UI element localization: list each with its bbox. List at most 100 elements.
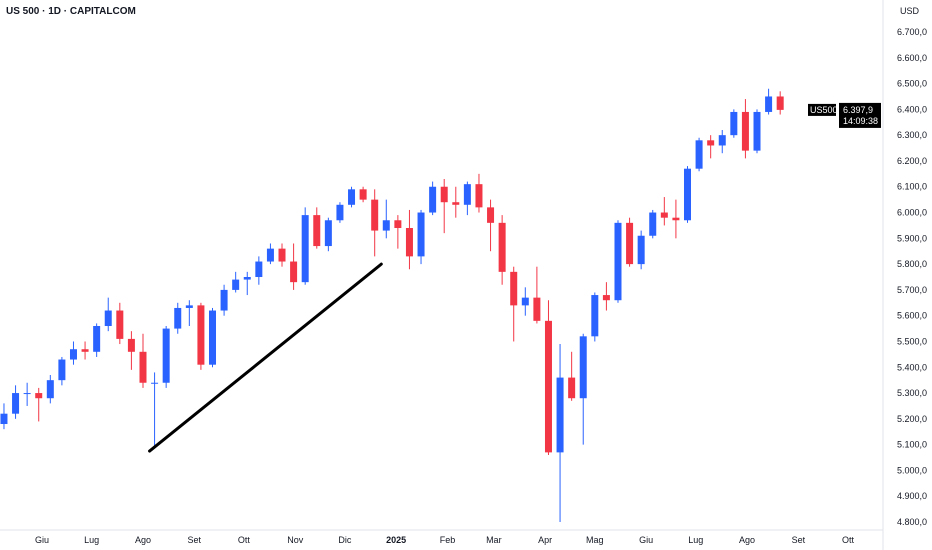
candle-body xyxy=(579,336,587,399)
candle-body xyxy=(730,111,738,136)
candle-body xyxy=(695,140,703,169)
candle-body xyxy=(220,289,228,311)
candle-body xyxy=(510,271,518,306)
candle-body xyxy=(487,207,495,223)
candle-body xyxy=(741,111,749,151)
y-tick-label: 5.400,0 xyxy=(897,362,927,372)
candle-body xyxy=(151,382,159,384)
candle-body xyxy=(0,413,8,425)
x-tick-label: Mar xyxy=(486,535,502,545)
candle-body xyxy=(46,380,54,399)
candle-body xyxy=(429,186,437,213)
candle-body xyxy=(672,217,680,221)
candle-body xyxy=(209,310,217,365)
candle-body xyxy=(626,222,634,265)
candle-body xyxy=(568,377,576,399)
candle-body xyxy=(556,377,564,453)
candle-body xyxy=(313,215,321,247)
candle-body xyxy=(533,297,541,321)
bar-countdown: 14:09:38 xyxy=(843,116,878,126)
candle-body xyxy=(197,305,205,365)
candle-body xyxy=(683,168,691,221)
candle-body xyxy=(104,310,112,327)
candle-body xyxy=(660,212,668,218)
currency-label: USD xyxy=(900,6,920,16)
candle-body xyxy=(359,189,367,200)
y-tick-label: 5.200,0 xyxy=(897,414,927,424)
candle-body xyxy=(602,295,610,301)
candle-body xyxy=(649,212,657,236)
candle-body xyxy=(544,320,552,453)
y-tick-label: 6.700,0 xyxy=(897,27,927,37)
last-price: 6.397,9 xyxy=(843,105,873,115)
candle-body xyxy=(58,359,66,381)
candle-body xyxy=(405,228,413,257)
candle-body xyxy=(498,222,506,272)
x-tick-label: Set xyxy=(792,535,806,545)
candle-body xyxy=(174,307,182,329)
candle-body xyxy=(278,248,286,262)
x-tick-label: Giu xyxy=(639,535,653,545)
x-tick-label: Lug xyxy=(688,535,703,545)
y-tick-label: 6.300,0 xyxy=(897,130,927,140)
candle-body xyxy=(81,349,89,352)
candle-body xyxy=(35,393,43,399)
y-tick-label: 6.200,0 xyxy=(897,156,927,166)
x-tick-label: Ago xyxy=(739,535,755,545)
y-tick-label: 5.000,0 xyxy=(897,465,927,475)
candle-body xyxy=(371,199,379,231)
candle-body xyxy=(521,297,529,306)
y-tick-label: 6.500,0 xyxy=(897,79,927,89)
candle-body xyxy=(336,204,344,221)
candle-body xyxy=(243,277,251,280)
x-tick-label: Ott xyxy=(238,535,251,545)
symbol-badge xyxy=(808,103,836,116)
y-tick-label: 5.600,0 xyxy=(897,311,927,321)
x-tick-label: Mag xyxy=(586,535,604,545)
candle-body xyxy=(232,279,240,290)
candle-body xyxy=(324,220,332,247)
candle-body xyxy=(475,184,483,208)
x-tick-label: 2025 xyxy=(386,535,406,545)
candle-body xyxy=(637,235,645,265)
x-tick-label: Ott xyxy=(842,535,855,545)
y-tick-label: 5.900,0 xyxy=(897,233,927,243)
x-tick-label: Dic xyxy=(338,535,351,545)
y-tick-label: 6.600,0 xyxy=(897,53,927,63)
candle-body xyxy=(394,220,402,229)
candle-body xyxy=(440,186,448,203)
candle-body xyxy=(452,202,460,205)
candle-body xyxy=(127,338,135,352)
x-tick-label: Set xyxy=(188,535,202,545)
candle-body xyxy=(185,305,193,308)
candle-body xyxy=(753,111,761,151)
candle-body xyxy=(69,349,77,360)
y-tick-label: 6.100,0 xyxy=(897,182,927,192)
y-tick-label: 5.800,0 xyxy=(897,259,927,269)
candle-body xyxy=(417,212,425,257)
chart-title: US 500 · 1D · CAPITALCOM xyxy=(6,6,136,17)
candle-body xyxy=(93,326,101,352)
last-price-badge xyxy=(839,102,881,128)
candle-body xyxy=(348,189,356,205)
trend-line xyxy=(148,262,383,453)
candle-body xyxy=(591,295,599,337)
candle-body xyxy=(707,140,715,146)
symbol-label: US500 xyxy=(810,105,838,115)
y-tick-label: 5.300,0 xyxy=(897,388,927,398)
x-tick-label: Feb xyxy=(440,535,456,545)
x-tick-label: Lug xyxy=(84,535,99,545)
candle-body xyxy=(718,135,726,146)
x-tick-label: Apr xyxy=(538,535,552,545)
candle-body xyxy=(382,220,390,231)
candle-body xyxy=(116,310,124,339)
y-tick-label: 4.800,0 xyxy=(897,517,927,527)
candle-body xyxy=(290,261,298,283)
candle-body xyxy=(139,351,147,383)
x-tick-label: Ago xyxy=(135,535,151,545)
y-tick-label: 4.900,0 xyxy=(897,491,927,501)
candle-body xyxy=(301,215,309,283)
candle-body xyxy=(463,184,471,205)
y-tick-label: 5.500,0 xyxy=(897,336,927,346)
